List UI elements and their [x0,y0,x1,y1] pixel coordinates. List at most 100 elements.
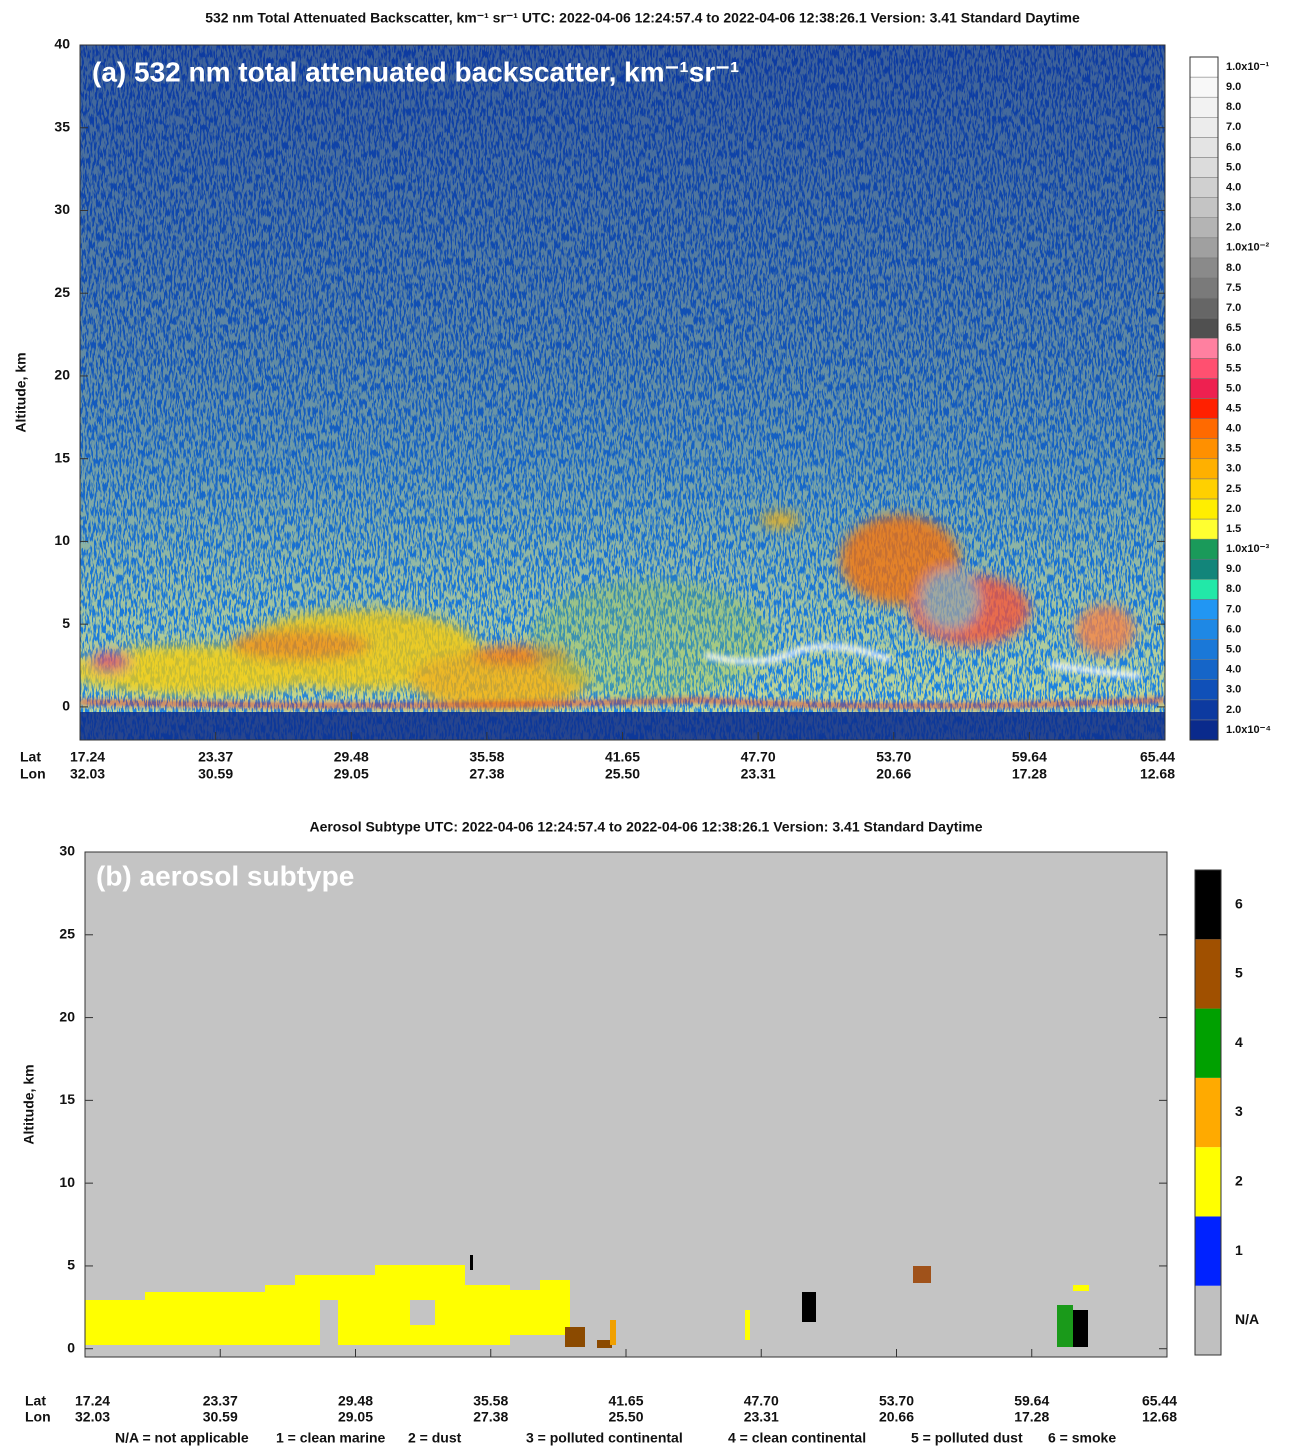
aerosol-layer [320,1300,338,1345]
aerosol-layer [597,1340,612,1348]
colorbar-swatch [1189,217,1219,239]
colorbar-label: 3.5 [1226,443,1241,455]
x-tick-label: 25.50 [608,1409,643,1425]
colorbar-label: 4.0 [1226,181,1241,193]
x-tick-label: 20.66 [876,766,911,782]
colorbar-swatch [1189,197,1219,218]
colorbar-swatch [1189,76,1219,98]
colorbar-swatch [1189,438,1219,460]
colorbar-label: 2.5 [1226,483,1241,495]
colorbar-swatch [1189,257,1219,279]
colorbar-swatch [1195,939,1221,1009]
colorbar-swatch [1189,699,1219,721]
colorbar-label: 1.5 [1226,523,1241,535]
x-tick-label: 29.48 [338,1393,373,1409]
colorbar-label: 3.0 [1226,202,1241,214]
x-tick-label: 17.24 [70,749,105,765]
x-tick-label: 30.59 [198,766,233,782]
x-tick-label: 27.38 [469,766,504,782]
x-tick-label: 47.70 [741,749,776,765]
x-tick-label: 32.03 [70,766,105,782]
x-row-name: Lat [25,1393,46,1409]
x-tick-label: 23.31 [744,1409,779,1425]
colorbar-label: 8.0 [1226,583,1241,595]
colorbar-swatch [1195,1147,1221,1217]
colorbar-label: 2.0 [1226,222,1241,234]
colorbar-swatch [1189,398,1219,419]
colorbar-label: 1.0x10⁻⁴ [1226,724,1271,736]
y-tick-label: 5 [62,615,70,631]
x-tick-label: 47.70 [744,1393,779,1409]
colorbar-swatch [1189,619,1219,640]
colorbar-label: 1.0x10⁻³ [1226,543,1269,555]
colorbar-label: 7.5 [1226,282,1241,294]
x-tick-label: 12.68 [1140,766,1175,782]
colorbar-label: 7.0 [1226,302,1241,314]
aerosol-layer [745,1310,750,1340]
colorbar-swatch [1189,358,1219,379]
y-tick-label: 25 [54,284,70,300]
colorbar-swatch [1195,1077,1221,1148]
aerosol-layer [465,1285,510,1345]
x-tick-label: 30.59 [203,1409,238,1425]
aerosol-layer [1073,1285,1089,1291]
y-tick-label: 20 [54,367,70,383]
x-tick-label: 17.28 [1014,1409,1049,1425]
x-row-name: Lon [20,766,46,782]
chart-title: 532 nm Total Attenuated Backscatter, km⁻… [205,10,1080,26]
colorbar-swatch [1189,96,1219,118]
x-tick-label: 53.70 [876,749,911,765]
colorbar-frame [1194,869,1222,1356]
colorbar-swatch [1189,137,1219,158]
legend-entry: 4 = clean continental [728,1430,866,1446]
colorbar-label: 7.0 [1226,121,1241,133]
backscatter-image [80,45,1165,740]
aerosol-layer [913,1266,931,1283]
colorbar-swatch [1189,277,1219,299]
y-axis-label: Altitude, km [21,1064,37,1144]
y-tick-label: 30 [54,201,70,217]
colorbar-swatch [1189,237,1219,259]
colorbar-label: 4.0 [1226,664,1241,676]
aerosol-layer [410,1300,435,1325]
colorbar-label: 8.0 [1226,101,1241,113]
colorbar-label: 3 [1235,1103,1243,1119]
colorbar-swatch [1189,478,1219,500]
colorbar-swatch [1189,418,1219,439]
colorbar-swatch [1189,117,1219,138]
colorbar-label: 5 [1235,965,1243,981]
colorbar-swatch [1195,1216,1221,1286]
aerosol-layer [145,1292,265,1345]
x-row-name: Lon [25,1409,51,1425]
colorbar-label: 4.5 [1226,402,1241,414]
x-tick-label: 29.05 [334,766,369,782]
y-tick-label: 0 [62,698,70,714]
colorbar-swatch [1195,1285,1221,1355]
y-tick-label: 5 [67,1257,75,1273]
x-tick-label: 12.68 [1142,1409,1177,1425]
colorbar-label: 4 [1235,1034,1243,1050]
subtype-image [85,852,1167,1357]
colorbar-swatch [1189,337,1219,359]
colorbar-label: 2.0 [1226,704,1241,716]
colorbar-label: 1.0x10⁻¹ [1226,61,1269,73]
colorbar-swatch [1189,458,1219,480]
aerosol-layer [565,1327,585,1347]
colorbar-label: 5.5 [1226,362,1241,374]
colorbar-swatch [1189,157,1219,178]
y-tick-label: 15 [59,1091,75,1107]
panel-annotation: (b) aerosol subtype [96,860,354,891]
legend-entry: N/A = not applicable [115,1430,249,1446]
y-tick-label: 20 [59,1008,75,1024]
colorbar-label: 5.0 [1226,161,1241,173]
x-tick-label: 29.05 [338,1409,373,1425]
colorbar-label: 4.0 [1226,423,1241,435]
colorbar-label: 6.0 [1226,342,1241,354]
y-tick-label: 25 [59,925,75,941]
colorbar-swatch [1195,870,1221,940]
colorbar-label: 5.0 [1226,644,1241,656]
aerosol-layer [85,1300,145,1345]
x-tick-label: 65.44 [1140,749,1175,765]
y-tick-label: 30 [59,843,75,859]
